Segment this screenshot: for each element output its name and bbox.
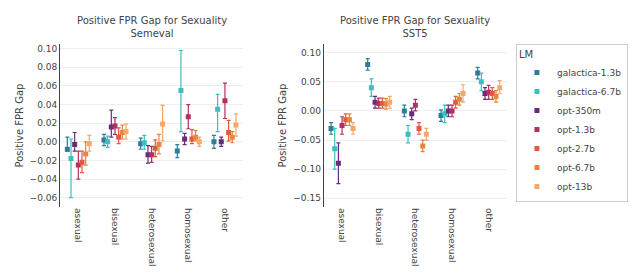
svg-text:−0.04: −0.04 <box>30 174 58 184</box>
svg-text:0.08: 0.08 <box>37 62 57 72</box>
svg-text:Positive FPR Gap for Sexuality: Positive FPR Gap for SexualitySemeval <box>77 15 227 39</box>
svg-text:−0.10: −0.10 <box>293 164 321 174</box>
svg-text:LM: LM <box>519 49 533 60</box>
svg-text:0.04: 0.04 <box>37 100 57 110</box>
svg-text:0.10: 0.10 <box>301 48 321 58</box>
svg-text:other: other <box>220 208 230 232</box>
svg-text:galactica-6.7b: galactica-6.7b <box>557 87 621 97</box>
svg-text:opt-6.7b: opt-6.7b <box>557 163 595 173</box>
svg-text:opt-1.3b: opt-1.3b <box>557 125 595 135</box>
svg-text:other: other <box>484 208 494 232</box>
svg-text:−0.05: −0.05 <box>293 135 321 145</box>
svg-text:opt-13b: opt-13b <box>557 182 592 192</box>
svg-text:0.05: 0.05 <box>301 77 321 87</box>
svg-text:0.00: 0.00 <box>37 137 57 147</box>
svg-text:Positive FPR Gap for Sexuality: Positive FPR Gap for SexualitySST5 <box>340 15 490 39</box>
svg-text:asexual: asexual <box>337 208 347 243</box>
svg-text:Positive FPR Gap: Positive FPR Gap <box>14 84 25 168</box>
svg-text:opt-350m: opt-350m <box>557 106 601 116</box>
svg-text:−0.15: −0.15 <box>293 193 321 203</box>
svg-text:−0.06: −0.06 <box>30 193 58 203</box>
svg-text:heterosexual: heterosexual <box>147 208 157 266</box>
svg-text:0.02: 0.02 <box>37 118 57 128</box>
svg-text:0.06: 0.06 <box>37 81 57 91</box>
svg-text:heterosexual: heterosexual <box>410 208 420 266</box>
svg-text:opt-2.7b: opt-2.7b <box>557 144 595 154</box>
svg-text:0.10: 0.10 <box>37 44 57 54</box>
svg-text:bisexual: bisexual <box>110 208 120 245</box>
svg-text:bisexual: bisexual <box>374 208 384 245</box>
svg-text:−0.02: −0.02 <box>30 156 58 166</box>
svg-text:galactica-1.3b: galactica-1.3b <box>557 68 621 78</box>
svg-text:asexual: asexual <box>73 208 83 243</box>
svg-text:0.00: 0.00 <box>301 106 321 116</box>
svg-text:Positive FPR Gap: Positive FPR Gap <box>277 84 288 168</box>
svg-text:homosexual: homosexual <box>183 208 193 263</box>
svg-text:homosexual: homosexual <box>447 208 457 263</box>
